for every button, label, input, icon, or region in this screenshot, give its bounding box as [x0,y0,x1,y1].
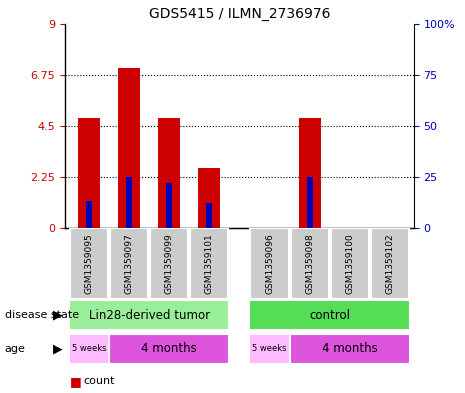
Bar [110,228,148,299]
Bar [150,228,188,299]
Title: GDS5415 / ILMN_2736976: GDS5415 / ILMN_2736976 [149,7,330,21]
Bar [70,228,108,299]
Bar [126,177,132,228]
Text: Lin28-derived tumor: Lin28-derived tumor [89,309,210,322]
Text: GSM1359102: GSM1359102 [385,233,394,294]
Text: 4 months: 4 months [322,342,378,355]
Bar [166,182,173,228]
Text: 5 weeks: 5 weeks [72,344,106,353]
Text: ■: ■ [70,375,81,388]
Bar [290,334,410,364]
Text: GSM1359096: GSM1359096 [265,233,274,294]
Text: GSM1359098: GSM1359098 [305,233,314,294]
Bar [250,334,290,364]
Text: GSM1359095: GSM1359095 [85,233,93,294]
Bar [190,228,228,299]
Text: GSM1359099: GSM1359099 [165,233,174,294]
Text: disease state: disease state [5,310,79,320]
Bar [199,168,220,228]
Bar [69,300,229,331]
Bar [86,201,92,228]
Text: 5 weeks: 5 weeks [252,344,287,353]
Bar [371,228,409,299]
Bar [299,118,321,228]
Bar [251,228,289,299]
Text: ▶: ▶ [53,309,63,322]
Text: count: count [84,376,115,386]
Bar [109,334,229,364]
Text: age: age [5,344,26,354]
Bar [291,228,329,299]
Bar [206,203,213,228]
Bar [306,177,312,228]
Text: ▶: ▶ [53,342,63,355]
Text: GSM1359097: GSM1359097 [125,233,134,294]
Bar [118,68,140,228]
Bar [69,334,109,364]
Bar [250,300,410,331]
Text: control: control [309,309,350,322]
Bar [78,118,100,228]
Text: GSM1359101: GSM1359101 [205,233,214,294]
Text: 4 months: 4 months [141,342,197,355]
Bar [331,228,369,299]
Text: GSM1359100: GSM1359100 [345,233,354,294]
Bar [158,118,180,228]
